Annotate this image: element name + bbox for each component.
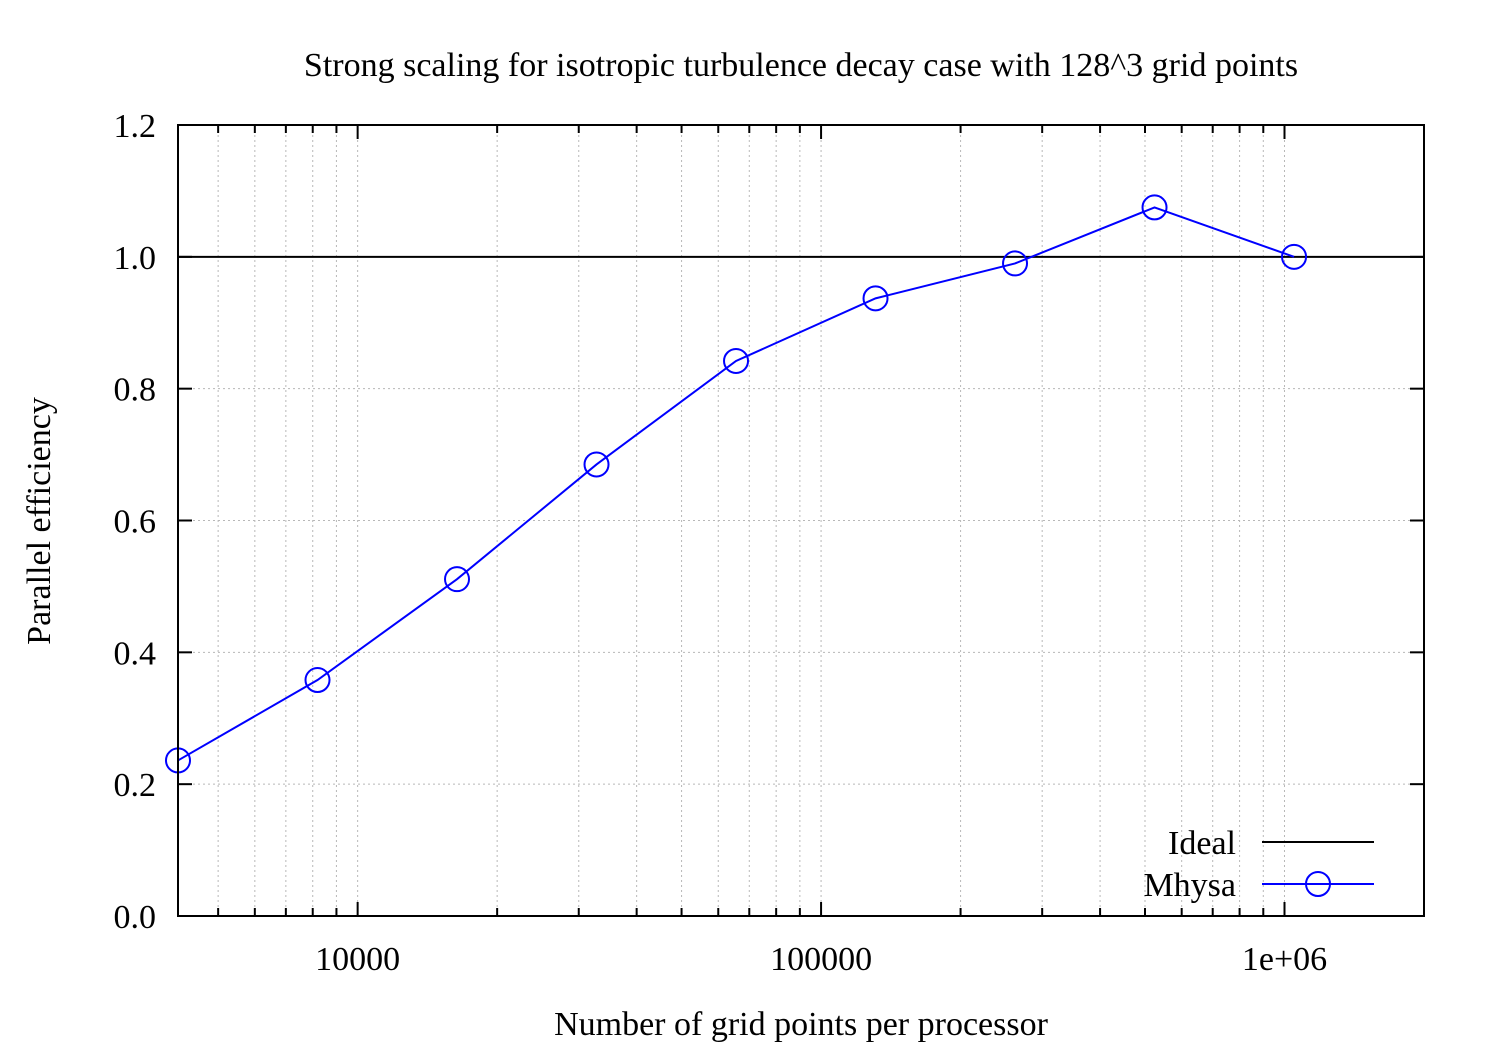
data-point <box>583 451 610 478</box>
data-point <box>723 347 750 374</box>
data-point <box>304 667 331 694</box>
y-tick-label: 0.2 <box>114 767 157 804</box>
tick-layer <box>178 124 1424 917</box>
y-tick-label: 1.2 <box>114 108 157 145</box>
x-tick-label: 10000 <box>315 941 400 978</box>
x-tick-label: 100000 <box>770 941 872 978</box>
data-point <box>1141 194 1168 221</box>
y-tick-label: 0.6 <box>114 504 157 541</box>
data-point <box>1281 243 1308 270</box>
y-axis-label: Parallel efficiency <box>21 397 58 645</box>
series-line-mhysa <box>177 206 1295 762</box>
legend: Ideal Mhysa <box>1143 825 1374 904</box>
series-layer <box>165 194 1424 774</box>
y-tick-label: 0.4 <box>114 635 157 672</box>
y-tick-label: 1.0 <box>114 240 157 277</box>
legend-label: Mhysa <box>1143 867 1236 904</box>
data-point <box>862 285 889 312</box>
grid-layer <box>178 125 1424 916</box>
legend-label: Ideal <box>1168 825 1236 862</box>
data-point <box>1002 250 1029 277</box>
y-tick-label: 0.0 <box>114 899 157 936</box>
legend-marker <box>1305 871 1331 897</box>
x-axis-label: Number of grid points per processor <box>554 1006 1049 1043</box>
data-point <box>444 566 471 593</box>
x-tick-label: 1e+06 <box>1242 941 1327 978</box>
y-tick-label: 0.8 <box>114 372 157 409</box>
chart-title: Strong scaling for isotropic turbulence … <box>304 47 1298 84</box>
label-layer: 0.0 0.2 0.4 0.6 0.8 1.0 1.2 10000 100000 1e+06 <box>114 108 1328 978</box>
